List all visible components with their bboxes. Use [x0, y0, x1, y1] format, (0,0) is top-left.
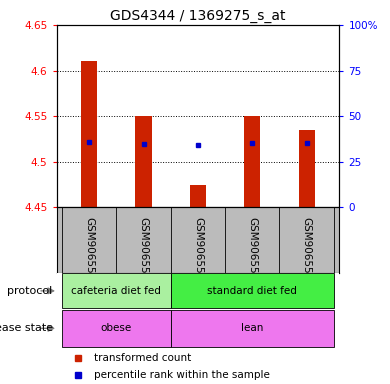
- Text: GSM906555: GSM906555: [84, 217, 94, 280]
- Text: GSM906556: GSM906556: [138, 217, 149, 280]
- Bar: [62, 310, 171, 347]
- Text: standard diet fed: standard diet fed: [207, 286, 297, 296]
- Bar: [62, 273, 171, 308]
- Bar: [298, 130, 315, 207]
- Text: cafeteria diet fed: cafeteria diet fed: [71, 286, 161, 296]
- Text: GSM906558: GSM906558: [247, 217, 257, 280]
- Text: protocol: protocol: [7, 286, 53, 296]
- Bar: [135, 116, 152, 207]
- Bar: [244, 116, 261, 207]
- Bar: [171, 273, 334, 308]
- Text: transformed count: transformed count: [94, 353, 191, 363]
- Bar: [171, 310, 334, 347]
- Text: lean: lean: [241, 323, 264, 333]
- Text: GSM906557: GSM906557: [193, 217, 203, 280]
- Bar: [190, 185, 206, 207]
- Text: percentile rank within the sample: percentile rank within the sample: [94, 370, 269, 380]
- Bar: [81, 61, 98, 207]
- Text: obese: obese: [101, 323, 132, 333]
- Text: disease state: disease state: [0, 323, 53, 333]
- Text: GSM906559: GSM906559: [302, 217, 312, 280]
- Title: GDS4344 / 1369275_s_at: GDS4344 / 1369275_s_at: [110, 8, 285, 23]
